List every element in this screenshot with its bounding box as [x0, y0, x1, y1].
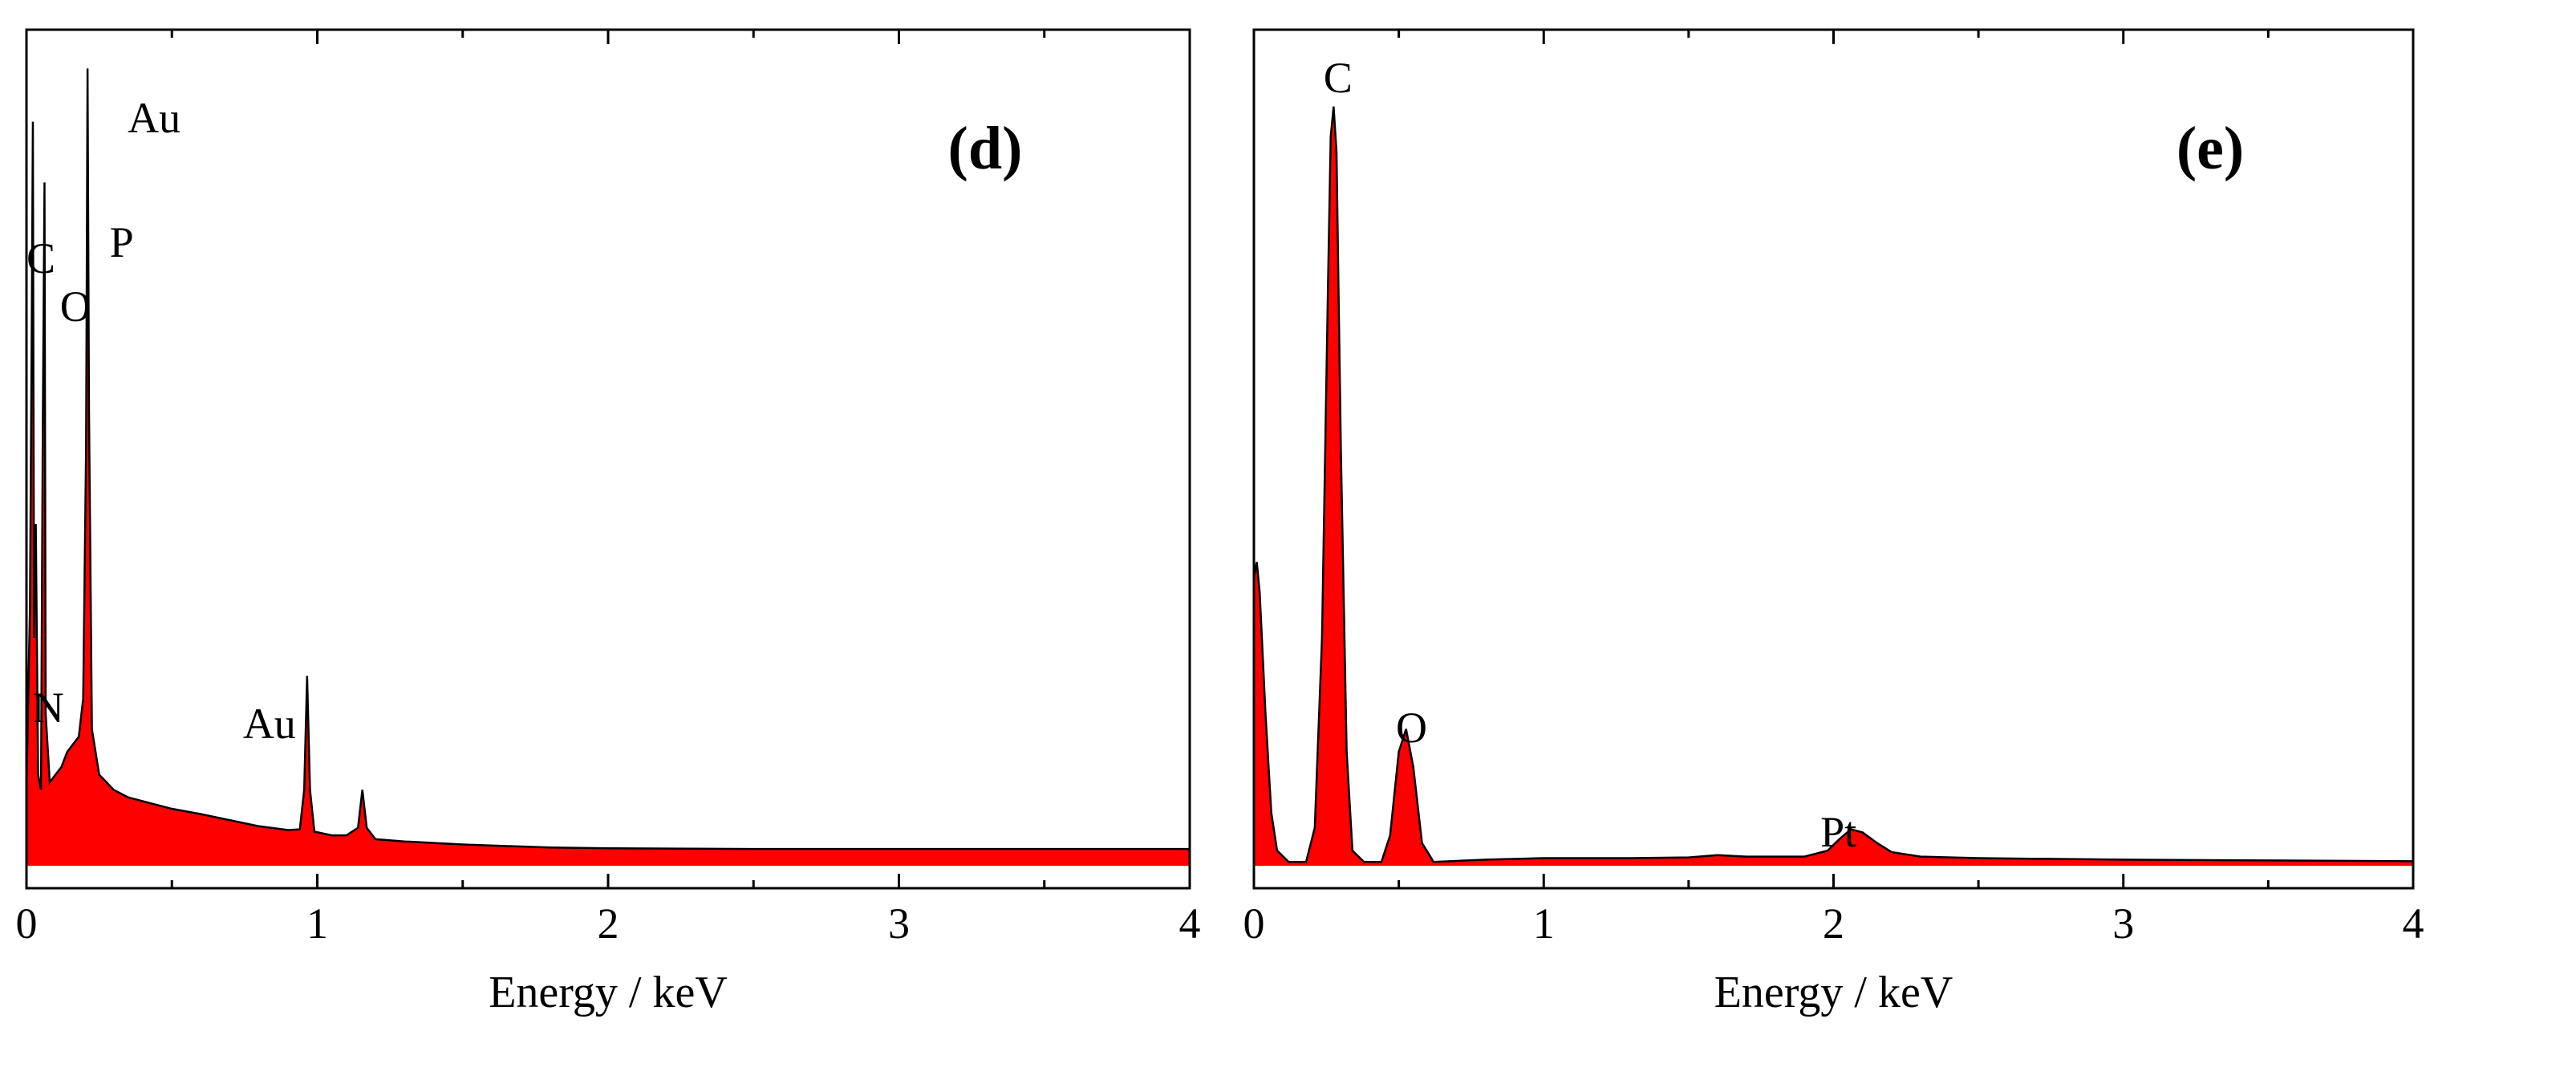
x-tick-label: 0: [1243, 899, 1265, 948]
spectrum-area: [1254, 106, 2413, 866]
peak-label: O: [1396, 704, 1427, 752]
peak-label: Au: [243, 700, 296, 748]
spectrum-line: [1252, 106, 2414, 863]
peak-label: C: [1324, 54, 1353, 102]
peak-label: C: [26, 234, 55, 282]
peak-label: Pt: [1820, 808, 1856, 856]
x-tick-label: 2: [598, 899, 619, 948]
peak-label: O: [60, 282, 91, 331]
panel-label: (d): [948, 115, 1023, 182]
peak-label: P: [110, 218, 134, 266]
chart-panel-d: 0 1 2 3 4 Energy / keV (d) COP Au N Au: [16, 28, 1201, 1017]
x-tick-label: 4: [1179, 899, 1201, 948]
peak-label: N: [33, 684, 64, 732]
x-tick-label: 2: [1823, 899, 1844, 948]
spectrum-area: [26, 68, 1190, 866]
x-tick-label: 3: [2112, 899, 2134, 948]
x-tick-label: 1: [1533, 899, 1555, 948]
x-axis-title: Energy / keV: [489, 968, 728, 1017]
x-tick-label: 3: [888, 899, 910, 948]
peak-label: Au: [128, 94, 181, 142]
spectrum-line: [25, 68, 1190, 851]
x-tick-label: 4: [2403, 899, 2424, 948]
x-tick-label: 0: [16, 899, 38, 948]
panel-label: (e): [2176, 115, 2244, 182]
chart-panel-e: 0 1 2 3 4 Energy / keV (e) C O Pt: [1243, 28, 2424, 1017]
x-tick-label: 1: [306, 899, 328, 948]
x-axis-title: Energy / keV: [1714, 968, 1953, 1017]
